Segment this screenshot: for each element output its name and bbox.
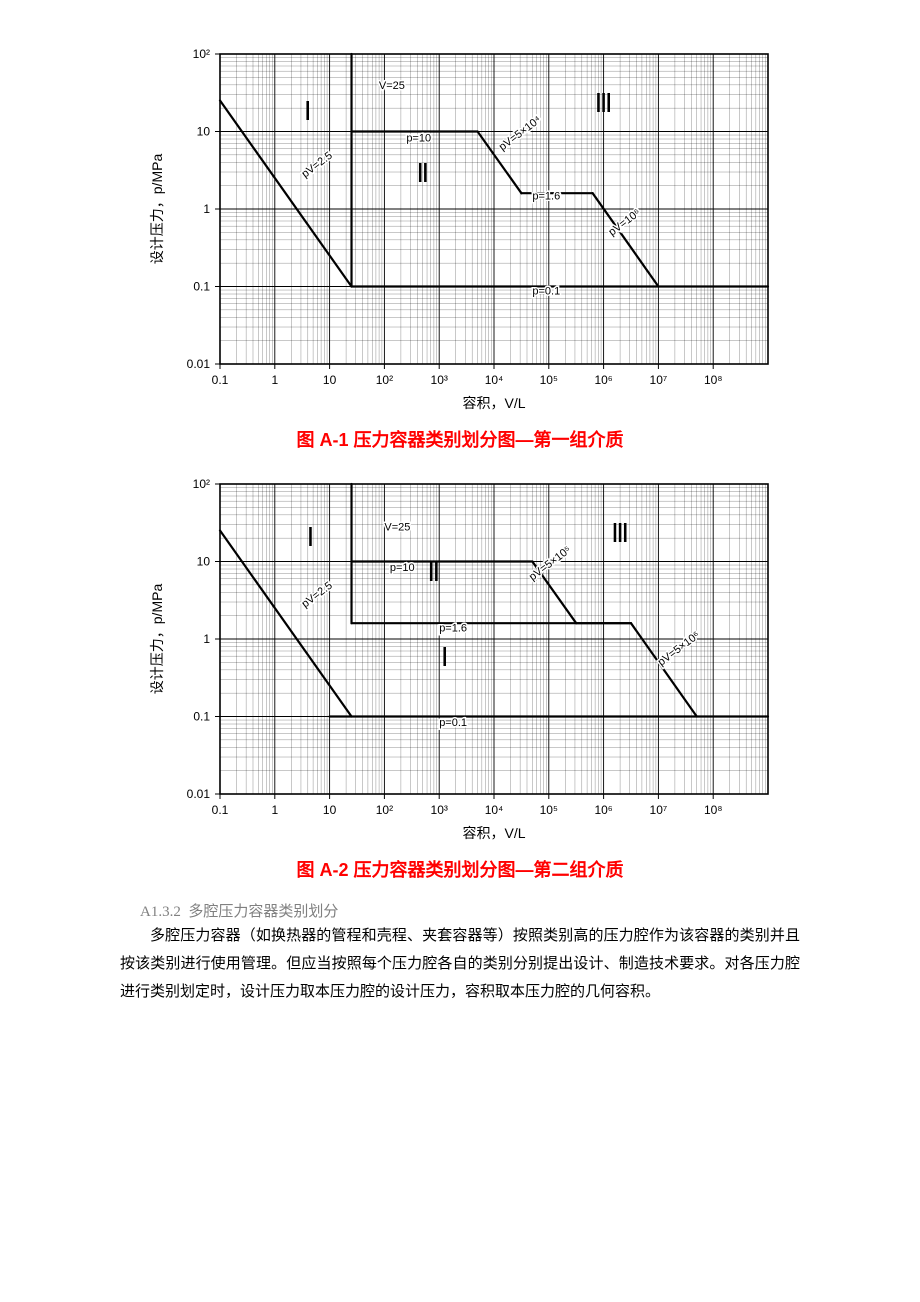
- svg-text:0.01: 0.01: [187, 357, 211, 371]
- svg-text:10⁷: 10⁷: [650, 803, 668, 817]
- svg-text:10⁷: 10⁷: [650, 373, 668, 387]
- svg-text:p=0.1: p=0.1: [532, 285, 560, 297]
- document-page: 0.111010²10³10⁴10⁵10⁶10⁷10⁸0.010.111010²…: [60, 40, 860, 1006]
- svg-text:0.01: 0.01: [187, 787, 211, 801]
- svg-text:10⁴: 10⁴: [485, 373, 504, 387]
- svg-text:10²: 10²: [376, 373, 393, 387]
- svg-text:0.1: 0.1: [193, 710, 210, 724]
- svg-text:p=1.6: p=1.6: [439, 622, 467, 634]
- chart-a2: 0.111010²10³10⁴10⁵10⁶10⁷10⁸0.010.111010²…: [140, 470, 780, 850]
- svg-text:Ⅰ: Ⅰ: [304, 96, 312, 126]
- section-number: A1.3.2: [140, 904, 181, 920]
- svg-text:Ⅲ: Ⅲ: [611, 518, 629, 548]
- svg-text:1: 1: [271, 373, 278, 387]
- svg-text:10: 10: [323, 803, 337, 817]
- svg-text:Ⅱ: Ⅱ: [427, 557, 440, 587]
- svg-text:10⁶: 10⁶: [594, 803, 612, 817]
- svg-text:容积，V/L: 容积，V/L: [462, 825, 525, 841]
- chart-a1: 0.111010²10³10⁴10⁵10⁶10⁷10⁸0.010.111010²…: [140, 40, 780, 420]
- svg-text:10⁶: 10⁶: [594, 373, 612, 387]
- svg-text:10³: 10³: [431, 803, 448, 817]
- svg-text:10: 10: [197, 555, 211, 569]
- svg-text:10⁵: 10⁵: [540, 373, 558, 387]
- svg-text:10⁴: 10⁴: [485, 803, 504, 817]
- svg-text:10: 10: [197, 125, 211, 139]
- svg-text:10: 10: [323, 373, 337, 387]
- svg-text:0.1: 0.1: [193, 280, 210, 294]
- svg-text:Ⅰ: Ⅰ: [307, 522, 315, 552]
- svg-text:10²: 10²: [193, 47, 210, 61]
- section-title: 多腔压力容器类别划分: [188, 904, 338, 920]
- svg-text:10⁸: 10⁸: [704, 803, 722, 817]
- chart-a2-caption: 图 A-2 压力容器类别划分图—第二组介质: [60, 856, 860, 882]
- svg-text:V=25: V=25: [384, 522, 410, 534]
- svg-text:设计压力，p/MPa: 设计压力，p/MPa: [149, 154, 165, 265]
- section-body: 多腔压力容器（如换热器的管程和壳程、夹套容器等）按照类别高的压力腔作为该容器的类…: [120, 923, 800, 1006]
- svg-text:Ⅱ: Ⅱ: [416, 158, 429, 188]
- svg-text:10²: 10²: [376, 803, 393, 817]
- svg-text:Ⅰ: Ⅰ: [441, 642, 449, 672]
- svg-text:1: 1: [271, 803, 278, 817]
- svg-text:10³: 10³: [431, 373, 448, 387]
- svg-text:V=25: V=25: [379, 80, 405, 92]
- section-heading: A1.3.2 多腔压力容器类别划分: [140, 900, 860, 921]
- chart-a1-caption: 图 A-1 压力容器类别划分图—第一组介质: [60, 426, 860, 452]
- svg-text:1: 1: [203, 202, 210, 216]
- chart-a2-container: 0.111010²10³10⁴10⁵10⁶10⁷10⁸0.010.111010²…: [140, 470, 780, 850]
- svg-text:10⁵: 10⁵: [540, 803, 558, 817]
- svg-text:0.1: 0.1: [212, 373, 229, 387]
- svg-text:10²: 10²: [193, 477, 210, 491]
- svg-text:p=10: p=10: [406, 133, 431, 145]
- svg-text:容积，V/L: 容积，V/L: [462, 395, 525, 411]
- svg-text:1: 1: [203, 632, 210, 646]
- svg-text:10⁸: 10⁸: [704, 373, 722, 387]
- svg-text:Ⅲ: Ⅲ: [595, 88, 613, 118]
- chart-a1-container: 0.111010²10³10⁴10⁵10⁶10⁷10⁸0.010.111010²…: [140, 40, 780, 420]
- svg-text:设计压力，p/MPa: 设计压力，p/MPa: [149, 584, 165, 695]
- svg-text:p=0.1: p=0.1: [439, 717, 467, 729]
- svg-text:p=1.6: p=1.6: [532, 191, 560, 203]
- svg-text:0.1: 0.1: [212, 803, 229, 817]
- svg-text:p=10: p=10: [390, 562, 415, 574]
